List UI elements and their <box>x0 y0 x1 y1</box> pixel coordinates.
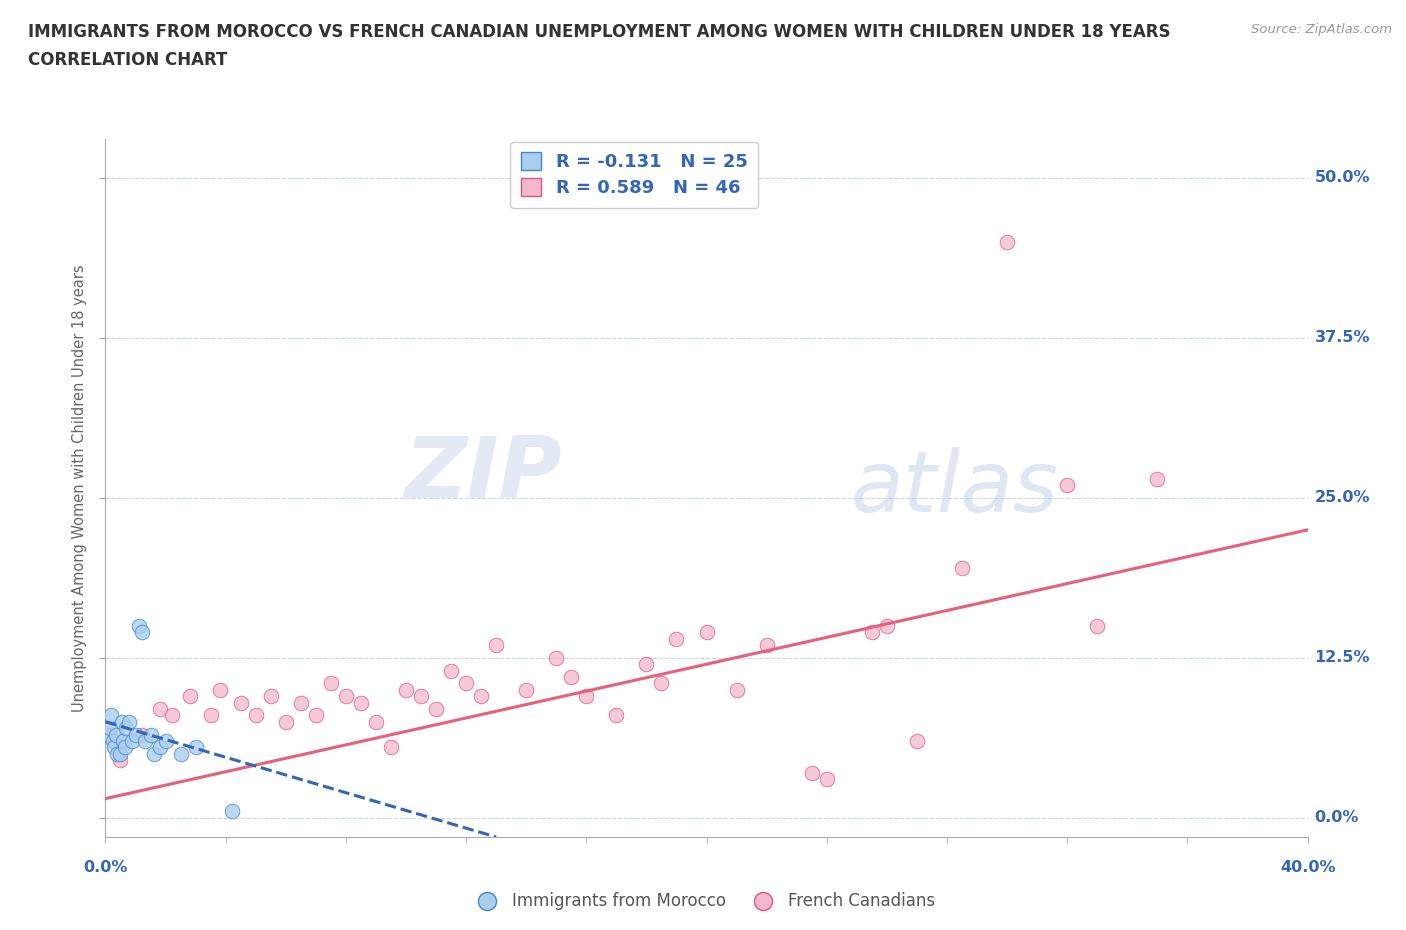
Point <box>515 683 537 698</box>
Text: 40.0%: 40.0% <box>1279 860 1336 875</box>
Point <box>440 663 463 678</box>
Point <box>290 696 312 711</box>
Point <box>110 747 132 762</box>
Y-axis label: Unemployment Among Women with Children Under 18 years: Unemployment Among Women with Children U… <box>72 264 87 712</box>
Point <box>110 752 132 767</box>
Point <box>305 708 328 723</box>
Legend: Immigrants from Morocco, French Canadians: Immigrants from Morocco, French Canadian… <box>464 885 942 917</box>
Point <box>111 714 134 729</box>
Point <box>131 727 153 742</box>
Point <box>118 714 141 729</box>
Point <box>114 740 136 755</box>
Text: ZIP: ZIP <box>405 432 562 516</box>
Point <box>134 734 156 749</box>
Point <box>560 670 582 684</box>
Point <box>650 676 672 691</box>
Point <box>155 734 177 749</box>
Text: 50.0%: 50.0% <box>1315 170 1369 185</box>
Point <box>107 747 129 762</box>
Point <box>229 696 252 711</box>
Text: atlas: atlas <box>851 446 1059 530</box>
Point <box>605 708 627 723</box>
Point <box>364 714 387 729</box>
Point <box>696 625 718 640</box>
Point <box>115 721 138 736</box>
Point <box>425 701 447 716</box>
Point <box>546 650 568 665</box>
Point <box>100 708 122 723</box>
Point <box>221 804 243 818</box>
Point <box>1085 618 1108 633</box>
Point <box>128 618 150 633</box>
Point <box>97 727 120 742</box>
Point <box>725 683 748 698</box>
Legend: R = -0.131   N = 25, R = 0.589   N = 46: R = -0.131 N = 25, R = 0.589 N = 46 <box>510 141 758 208</box>
Point <box>395 683 418 698</box>
Point <box>260 689 283 704</box>
Point <box>876 618 898 633</box>
Point <box>101 734 124 749</box>
Point <box>319 676 342 691</box>
Point <box>160 708 183 723</box>
Point <box>1056 478 1078 493</box>
Point <box>950 561 973 576</box>
Point <box>148 701 170 716</box>
Point <box>112 734 135 749</box>
Text: 0.0%: 0.0% <box>1315 810 1360 825</box>
Point <box>184 740 207 755</box>
Point <box>575 689 598 704</box>
Text: 12.5%: 12.5% <box>1315 650 1369 665</box>
Point <box>103 740 125 755</box>
Point <box>142 747 165 762</box>
Point <box>800 765 823 780</box>
Point <box>121 734 143 749</box>
Text: Source: ZipAtlas.com: Source: ZipAtlas.com <box>1251 23 1392 36</box>
Point <box>905 734 928 749</box>
Point <box>104 727 127 742</box>
Point <box>335 689 357 704</box>
Point <box>860 625 883 640</box>
Point <box>485 638 508 653</box>
Point <box>245 708 267 723</box>
Point <box>131 625 153 640</box>
Point <box>409 689 432 704</box>
Point <box>208 683 231 698</box>
Text: 25.0%: 25.0% <box>1315 490 1369 505</box>
Point <box>169 747 191 762</box>
Point <box>274 714 297 729</box>
Point <box>200 708 222 723</box>
Point <box>456 676 478 691</box>
Point <box>98 721 121 736</box>
Text: CORRELATION CHART: CORRELATION CHART <box>28 51 228 69</box>
Point <box>139 727 162 742</box>
Point <box>1146 472 1168 486</box>
Point <box>665 631 688 646</box>
Text: 37.5%: 37.5% <box>1315 330 1369 345</box>
Point <box>148 740 170 755</box>
Point <box>755 638 778 653</box>
Point <box>124 727 146 742</box>
Point <box>350 696 373 711</box>
Point <box>815 772 838 787</box>
Point <box>995 234 1018 249</box>
Point <box>636 657 658 671</box>
Point <box>470 689 492 704</box>
Text: IMMIGRANTS FROM MOROCCO VS FRENCH CANADIAN UNEMPLOYMENT AMONG WOMEN WITH CHILDRE: IMMIGRANTS FROM MOROCCO VS FRENCH CANADI… <box>28 23 1171 41</box>
Point <box>380 740 402 755</box>
Text: 0.0%: 0.0% <box>83 860 128 875</box>
Point <box>179 689 201 704</box>
